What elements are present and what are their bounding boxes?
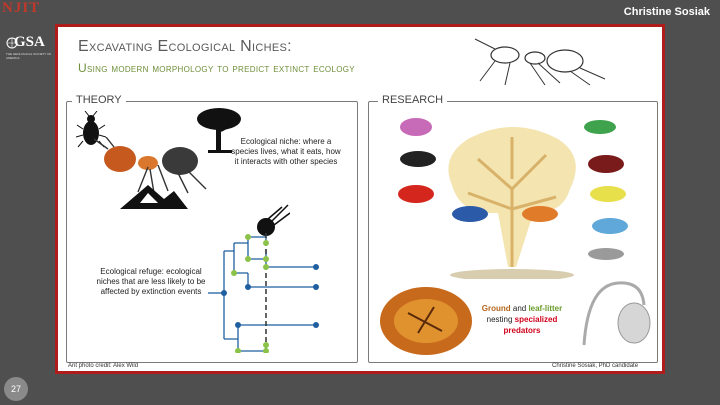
ant-phylogeny-tree [448,127,576,279]
amber-fossil-photo [380,287,472,355]
research-panel [368,101,658,363]
research-label: RESEARCH [378,94,448,106]
caption-predators: predators [503,326,541,335]
research-caption: Ground and leaf-litter nesting specializ… [474,303,570,336]
slide-subtitle: Using modern morphology to predict extin… [78,61,355,75]
ant-icon-green [584,120,616,134]
niche-definition: Ecological niche: where a species lives,… [231,137,341,166]
ant-icon-pink [400,118,432,136]
meteor-icon [257,204,290,236]
ant-icon-orange [522,206,558,222]
ant-icon-blue [452,206,488,222]
leaf-litter-icon [120,185,188,209]
slide-title: Excavating Ecological Niches: [78,38,292,55]
phylogeny-diagram [208,233,319,353]
theory-label: THEORY [72,94,126,106]
theory-panel [66,101,358,363]
ant-icon-black [400,151,436,167]
gsa-logo-text: GSA [14,34,45,50]
ant-icon-gray [588,248,624,260]
globe-icon [6,37,18,49]
caption-specialized: specialized [514,315,558,324]
slide: Excavating Ecological Niches: Using mode… [58,27,662,371]
caption-ground: Ground [481,304,511,313]
ant-icon-lightblue [592,218,628,234]
refuge-definition: Ecological refuge: ecological niches tha… [96,267,206,296]
ant-photo [93,137,207,194]
page-number-badge: 27 [4,377,28,401]
gsa-logo: GSA THE GEOLOGICAL SOCIETY OF AMERICA [6,34,51,60]
caption-leaf-litter: leaf-litter [528,304,563,313]
ant-outline-illustration [474,38,606,86]
presenter-name: Christine Sosiak [623,6,710,18]
photo-credit: Ant photo credit: Alex Wild [68,363,139,369]
tree-icon [197,108,241,153]
gsa-logo-subtitle: THE GEOLOGICAL SOCIETY OF AMERICA [6,52,52,60]
ant-icon-darkred [588,155,624,173]
caption-nesting: nesting [486,315,515,324]
ant-head-3d-model [582,281,651,346]
footer-author: Christine Sosiak, PhD candidate [552,363,639,369]
ant-icon-yellow [590,186,626,202]
caption-and: and [510,304,529,313]
njit-logo: NJIT [2,0,41,16]
ant-icon-red [398,185,434,203]
